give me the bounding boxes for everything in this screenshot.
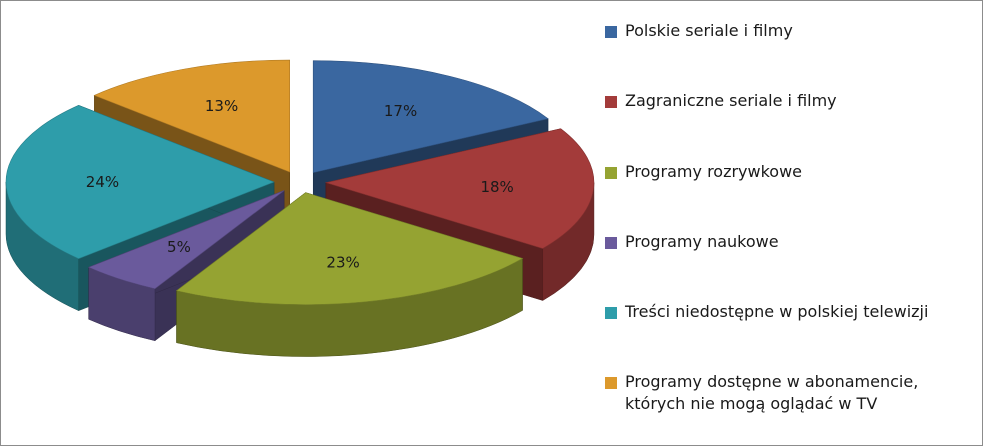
legend-label: Programy rozrywkowe — [625, 162, 803, 181]
legend-item-tresci-niedostepne: Treści niedostępne w polskiej telewizji — [605, 301, 965, 323]
slice-percent-label: 23% — [326, 254, 359, 272]
pie-slice — [312, 60, 549, 174]
legend-swatch — [605, 237, 617, 249]
legend-item-programy-rozrywkowe: Programy rozrywkowe — [605, 161, 965, 183]
legend-swatch — [605, 307, 617, 319]
slice-percent-label: 13% — [205, 97, 238, 115]
pie-slice — [175, 192, 524, 305]
slice-percent-label: 24% — [86, 173, 119, 191]
legend-label: Zagraniczne seriale i filmy — [625, 91, 837, 110]
legend-swatch — [605, 167, 617, 179]
pie-slice — [5, 105, 275, 259]
slice-percent-label: 17% — [384, 102, 417, 120]
legend-label: Programy dostępne w abonamencie, których… — [625, 372, 919, 413]
pie-slice — [87, 190, 285, 290]
legend-item-zagraniczne-seriale: Zagraniczne seriale i filmy — [605, 90, 965, 112]
legend-item-programy-naukowe: Programy naukowe — [605, 231, 965, 253]
legend-label: Polskie seriale i filmy — [625, 21, 793, 40]
legend-item-programy-abonament: Programy dostępne w abonamencie, których… — [605, 371, 965, 415]
pie-slice — [93, 59, 290, 173]
legend-swatch — [605, 26, 617, 38]
slice-percent-label: 5% — [167, 238, 191, 256]
slice-percent-label: 18% — [480, 178, 513, 196]
legend-label: Treści niedostępne w polskiej telewizji — [625, 302, 929, 321]
legend-label: Programy naukowe — [625, 232, 779, 251]
legend-swatch — [605, 96, 617, 108]
legend-item-polskie-seriale: Polskie seriale i filmy — [605, 20, 965, 42]
pie-slice — [324, 128, 595, 249]
legend-swatch — [605, 377, 617, 389]
